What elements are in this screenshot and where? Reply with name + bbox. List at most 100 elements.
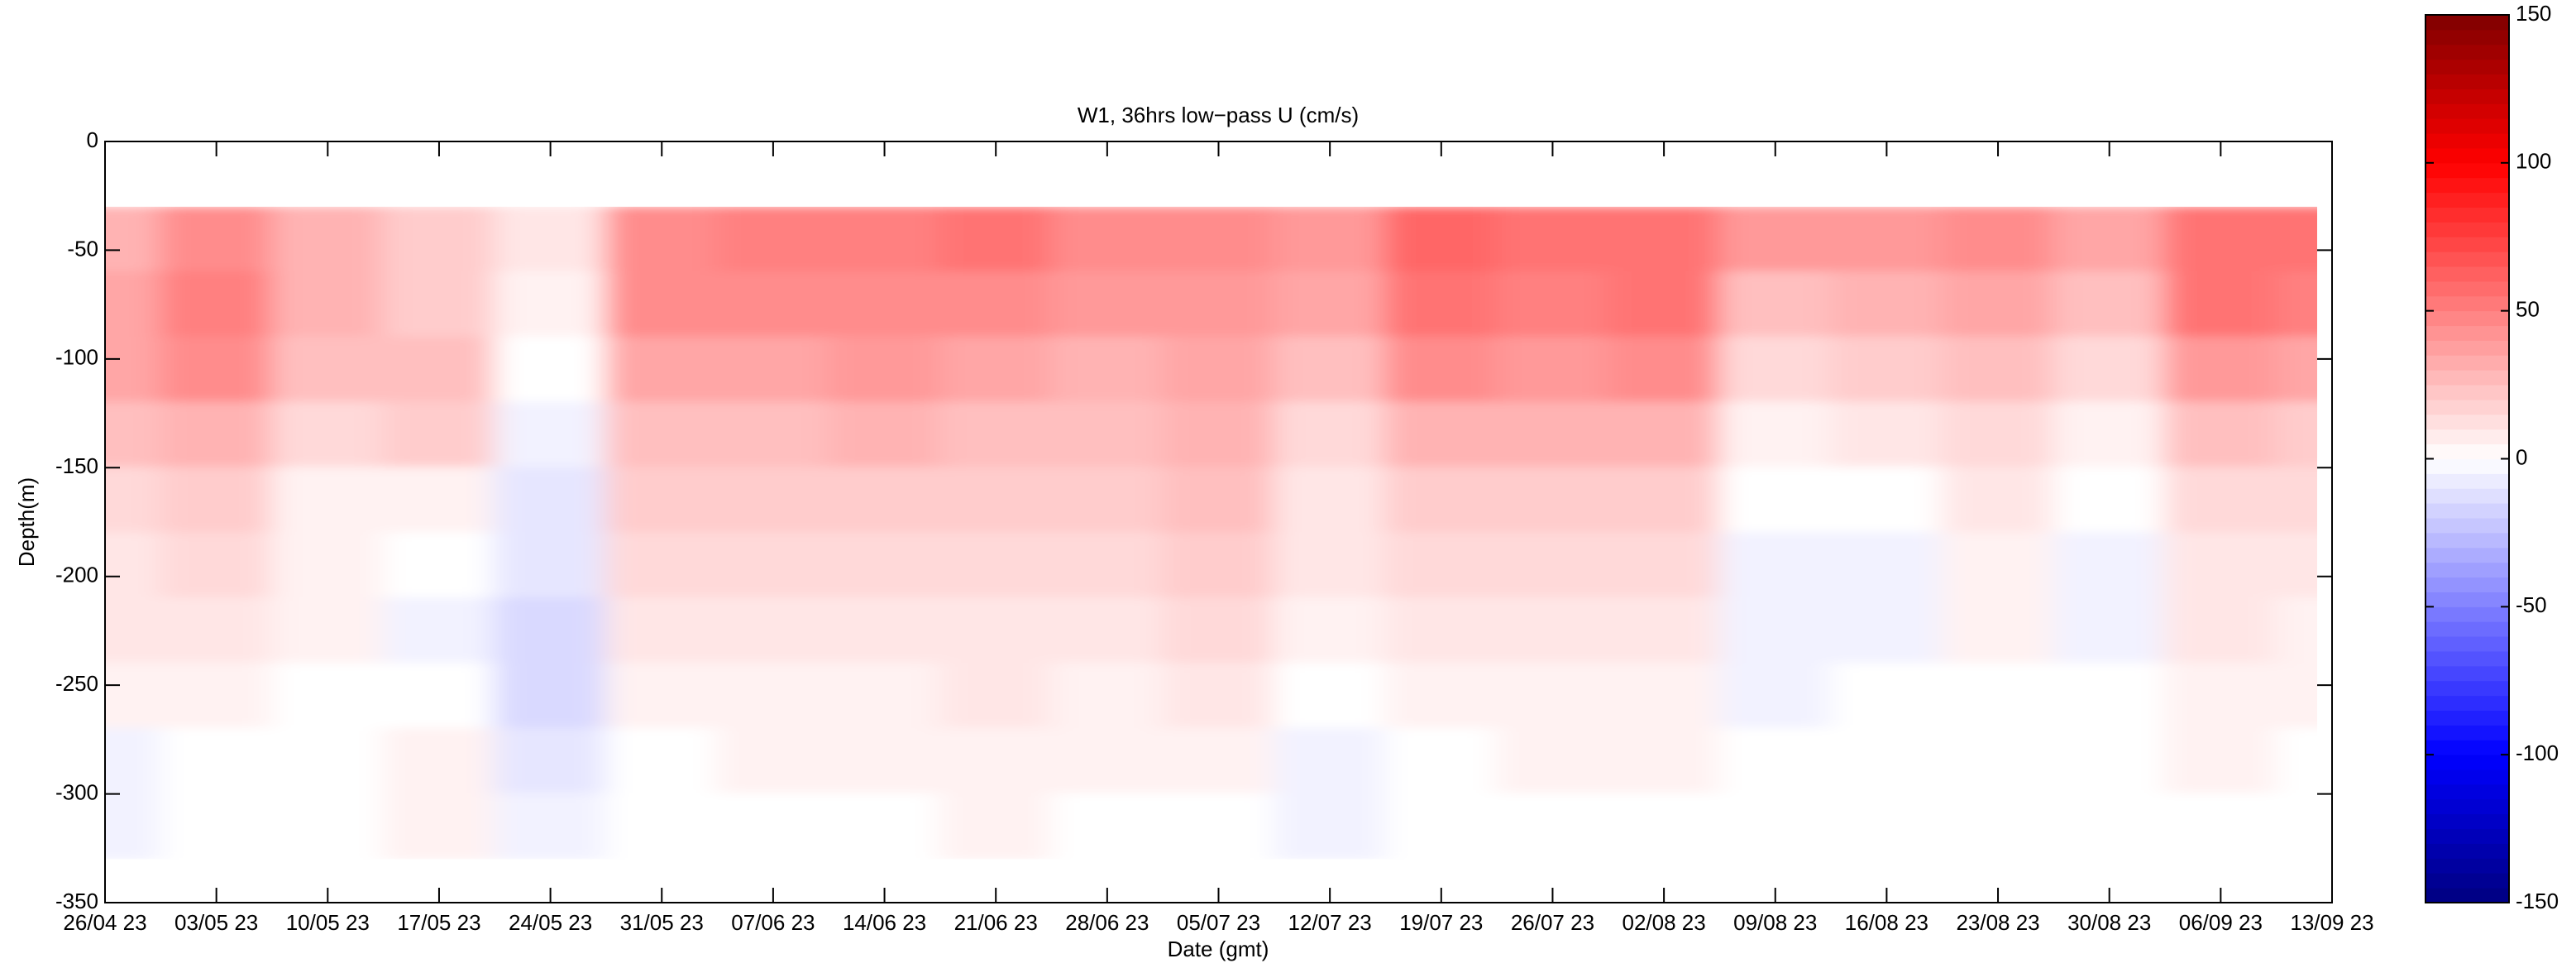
heat-cell <box>494 336 607 404</box>
heat-cell <box>1496 727 1609 795</box>
heat-cell <box>1050 662 1164 730</box>
heat-cell <box>1718 271 1833 338</box>
heat-cell <box>1273 532 1387 599</box>
heat-cell <box>716 467 830 534</box>
colorbar-tick-label: -150 <box>2516 889 2559 913</box>
heat-cell <box>2164 206 2277 273</box>
colorbar-swatch <box>2425 29 2509 46</box>
heat-cell <box>1607 206 1721 273</box>
heat-cell <box>1718 467 1833 534</box>
colorbar-swatch <box>2425 399 2509 415</box>
heat-cell <box>2053 532 2167 599</box>
heat-cell <box>605 271 719 338</box>
heat-cell <box>1384 336 1498 404</box>
heat-cell <box>270 793 385 860</box>
heat-cell <box>105 336 162 404</box>
heat-cell <box>1273 467 1387 534</box>
x-tick-label: 26/04 23 <box>63 910 146 935</box>
heat-cell <box>1050 206 1164 273</box>
x-tick-label: 05/07 23 <box>1177 910 1260 935</box>
x-axis-label: Date (gmt) <box>1168 937 1269 961</box>
heat-cell <box>605 467 719 534</box>
heat-cell <box>1384 727 1498 795</box>
heat-cell <box>105 206 162 273</box>
heat-cell <box>716 336 830 404</box>
heat-cell <box>105 727 162 795</box>
heat-cell <box>939 727 1053 795</box>
colorbar-swatch <box>2425 858 2509 874</box>
heat-cell <box>1050 336 1164 404</box>
heat-cell <box>1941 662 2055 730</box>
heat-cell <box>939 271 1053 338</box>
heat-cell <box>1718 597 1833 664</box>
colorbar-swatch <box>2425 44 2509 60</box>
x-tick-label: 10/05 23 <box>286 910 370 935</box>
heat-cell <box>2053 401 2167 469</box>
heat-cell <box>160 662 273 730</box>
heat-cell <box>2164 727 2277 795</box>
heat-cell <box>1273 793 1387 860</box>
colorbar-swatch <box>2425 280 2509 297</box>
colorbar-swatch <box>2425 621 2509 637</box>
heatmap-cells <box>105 206 2317 860</box>
heat-cell <box>605 206 719 273</box>
colorbar-swatch <box>2425 103 2509 119</box>
colorbar-swatch <box>2425 592 2509 607</box>
heat-cell <box>494 206 607 273</box>
colorbar-swatch <box>2425 665 2509 682</box>
heat-cell <box>2164 597 2277 664</box>
heat-cell <box>2164 271 2277 338</box>
heat-cell <box>382 206 496 273</box>
colorbar-swatch <box>2425 15 2509 31</box>
heat-cell <box>828 793 941 860</box>
heat-cell <box>494 401 607 469</box>
heat-cell <box>1273 401 1387 469</box>
heat-cell <box>1607 271 1721 338</box>
colorbar-swatch <box>2425 503 2509 519</box>
heat-cell <box>105 467 162 534</box>
x-tick-label: 02/08 23 <box>1622 910 1705 935</box>
heat-cell <box>1830 336 1943 404</box>
heat-cell <box>1830 467 1943 534</box>
x-tick-label: 03/05 23 <box>174 910 258 935</box>
heat-cell <box>160 532 273 599</box>
heat-cell <box>939 336 1053 404</box>
heat-cell <box>2275 793 2317 860</box>
colorbar-swatch <box>2425 222 2509 237</box>
heat-cell <box>1718 532 1833 599</box>
colorbar-swatch <box>2425 118 2509 134</box>
heat-cell <box>716 271 830 338</box>
heat-cell <box>105 532 162 599</box>
heat-cell <box>1384 597 1498 664</box>
heat-cell <box>605 662 719 730</box>
heat-cell <box>1718 401 1833 469</box>
heat-cell <box>939 597 1053 664</box>
heat-cell <box>1496 532 1609 599</box>
heat-cell <box>1607 597 1721 664</box>
heat-cell <box>939 662 1053 730</box>
x-tick-label: 19/07 23 <box>1399 910 1483 935</box>
heat-cell <box>1718 793 1833 860</box>
heatmap <box>105 206 2317 860</box>
heat-cell <box>1941 793 2055 860</box>
heat-cell <box>828 401 941 469</box>
colorbar-swatch <box>2425 740 2509 755</box>
heat-cell <box>605 401 719 469</box>
colorbar-tick-label: -100 <box>2516 740 2559 765</box>
heat-cell <box>2053 467 2167 534</box>
heat-cell <box>1496 662 1609 730</box>
y-axis-label: Depth(m) <box>14 477 39 567</box>
y-tick-label: -250 <box>55 671 98 696</box>
heat-cell <box>1162 793 1275 860</box>
colorbar-swatch <box>2425 59 2509 75</box>
heat-cell <box>2275 401 2317 469</box>
heat-cell <box>1384 401 1498 469</box>
heat-cell <box>605 532 719 599</box>
heat-cell <box>716 401 830 469</box>
heat-cell <box>382 401 496 469</box>
heat-cell <box>382 467 496 534</box>
x-tick-label: 14/06 23 <box>843 910 926 935</box>
colorbar-swatch <box>2425 310 2509 327</box>
colorbar-swatch <box>2425 888 2509 903</box>
